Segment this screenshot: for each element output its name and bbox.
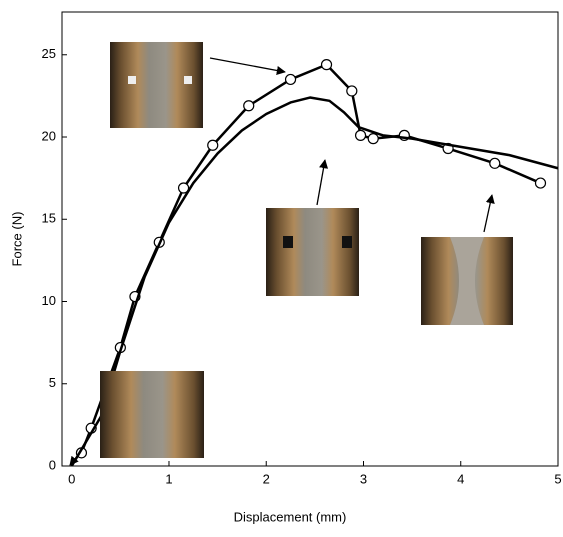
marker — [207, 139, 219, 151]
marker — [489, 157, 501, 169]
x-tick-label: 4 — [457, 471, 464, 486]
arrow — [483, 194, 495, 233]
arrow — [69, 454, 79, 466]
marker — [284, 73, 297, 86]
x-tick-label: 2 — [263, 471, 270, 486]
photo-inset — [266, 208, 359, 296]
marker — [177, 182, 190, 194]
marker — [367, 133, 379, 145]
notch — [128, 76, 136, 84]
y-axis-label: Force (N) — [9, 212, 24, 267]
x-tick-label: 3 — [360, 471, 367, 486]
marker — [534, 177, 547, 189]
y-tick-label: 25 — [42, 46, 56, 61]
y-tick-label: 20 — [42, 128, 56, 143]
marker — [320, 59, 333, 71]
marker — [354, 129, 367, 141]
notch — [283, 236, 293, 248]
y-tick-label: 0 — [49, 457, 56, 472]
notch — [342, 236, 352, 248]
insets — [100, 42, 513, 458]
marker — [346, 85, 358, 97]
photo-inset — [110, 42, 203, 128]
x-tick-label: 1 — [165, 471, 172, 486]
photo-inset — [100, 371, 204, 458]
y-tick-label: 10 — [42, 293, 56, 308]
arrow — [209, 57, 286, 75]
line — [70, 96, 559, 467]
notch — [184, 76, 192, 84]
marker — [243, 100, 255, 112]
neck — [450, 237, 484, 325]
y-tick-label: 5 — [49, 375, 56, 390]
x-tick-label: 5 — [554, 471, 561, 486]
x-axis-label: Displacement (mm) — [234, 509, 347, 524]
arrow — [316, 159, 329, 206]
arrows — [69, 57, 495, 466]
y-tick-label: 15 — [42, 211, 56, 226]
x-tick-label: 0 — [68, 471, 75, 486]
plot-frame — [61, 11, 559, 467]
